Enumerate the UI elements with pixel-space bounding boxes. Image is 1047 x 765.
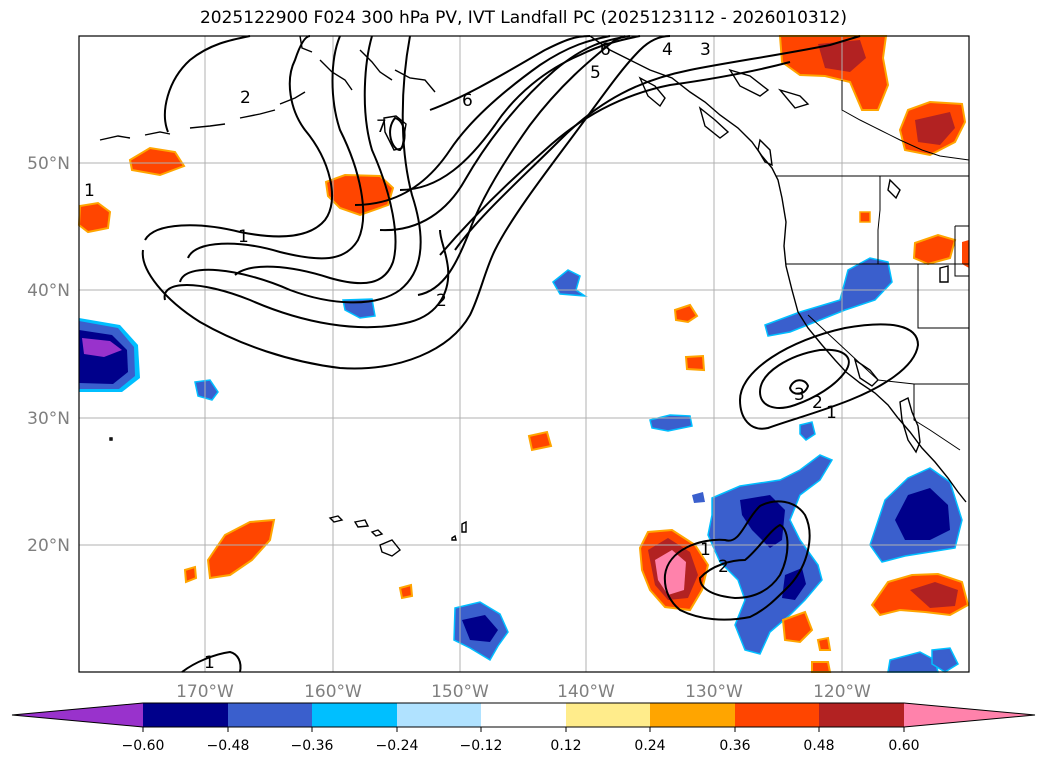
colorbar-segment	[819, 703, 904, 727]
contour-label: 3	[700, 40, 711, 60]
coastlines	[99, 35, 967, 557]
negative-anomaly-small-blobs	[194, 269, 959, 673]
colorbar-tick-label: 0.60	[888, 738, 919, 754]
contour-label: 2	[718, 557, 729, 577]
colorbar-segment	[143, 703, 228, 727]
colorbar-tick-label: −0.48	[207, 738, 250, 754]
longitude-axis: 170°W 160°W 150°W 140°W 130°W 120°W	[176, 682, 871, 702]
contour-label: 1	[238, 227, 249, 247]
contour-label: 6	[600, 40, 611, 60]
contour-label: 6	[462, 91, 473, 111]
gridlines	[79, 36, 969, 672]
colorbar-tick-label: −0.60	[122, 738, 165, 754]
lat-label: 50°N	[27, 154, 70, 174]
political-borders	[776, 80, 970, 451]
contour-label: 5	[590, 63, 601, 83]
colorbar-tick-label: 0.12	[550, 738, 581, 754]
lon-label: 140°W	[557, 682, 615, 702]
lat-label: 30°N	[27, 409, 70, 429]
positive-anomaly-subtropics	[638, 528, 710, 612]
colorbar-segment	[735, 703, 819, 727]
lat-label: 40°N	[27, 281, 70, 301]
colorbar-segment	[566, 703, 650, 727]
lon-label: 130°W	[685, 682, 743, 702]
lon-label: 170°W	[176, 682, 234, 702]
lon-label: 150°W	[431, 682, 489, 702]
contour-label: 1	[826, 403, 837, 423]
negative-anomaly-subtropics	[692, 454, 834, 655]
lon-label: 120°W	[813, 682, 871, 702]
lon-label: 160°W	[304, 682, 362, 702]
latitude-axis: 50°N 40°N 30°N 20°N	[27, 154, 70, 556]
positive-anomaly-hawaii-west	[206, 518, 276, 580]
contour-label: 2	[436, 291, 447, 311]
colorbar-tick-label: −0.12	[460, 738, 503, 754]
colorbar-segment	[481, 703, 566, 727]
contour-label: 1	[84, 181, 95, 201]
colorbar: −0.60 −0.48 −0.36 −0.24 −0.12 0.12 0.24 …	[11, 702, 1036, 754]
contour-lines	[141, 35, 920, 673]
colorbar-tick-label: 0.36	[719, 738, 750, 754]
colorbar-tick-label: −0.36	[291, 738, 334, 754]
colorbar-segment	[397, 703, 481, 727]
colorbar-tick-label: 0.48	[803, 738, 834, 754]
contour-label-group: 1 2 6 5 6 4 3 7 1 2 1 2 3 1 2 1	[84, 40, 837, 673]
colorbar-tick-label: 0.24	[634, 738, 665, 754]
colorbar-segment	[904, 703, 1035, 727]
colorbar-segment	[650, 703, 735, 727]
contour-label: 1	[204, 653, 215, 673]
contour-label: 2	[812, 393, 823, 413]
colorbar-segment	[228, 703, 312, 727]
colorbar-segment	[312, 703, 397, 727]
contour-label: 4	[662, 40, 673, 60]
contour-label: 3	[794, 385, 805, 405]
contour-label: 2	[240, 88, 251, 108]
negative-anomaly-west-edge	[79, 318, 140, 392]
contour-label: 1	[700, 540, 711, 560]
contour-label: 7	[376, 117, 387, 137]
shaded-anomalies	[77, 35, 970, 673]
negative-anomaly-california	[764, 257, 893, 337]
map-title: 2025122900 F024 300 hPa PV, IVT Landfall…	[199, 8, 847, 28]
positive-anomaly-small-spots	[183, 211, 871, 673]
lat-label: 20°N	[27, 536, 70, 556]
positive-anomaly-mexico	[870, 572, 970, 617]
colorbar-segment	[12, 703, 143, 727]
map-frame	[78, 35, 970, 673]
positive-anomaly-north	[778, 35, 969, 268]
positive-anomaly-pacific-north	[77, 146, 395, 234]
negative-anomaly-mexico	[869, 467, 963, 563]
colorbar-tick-label: −0.24	[376, 738, 419, 754]
